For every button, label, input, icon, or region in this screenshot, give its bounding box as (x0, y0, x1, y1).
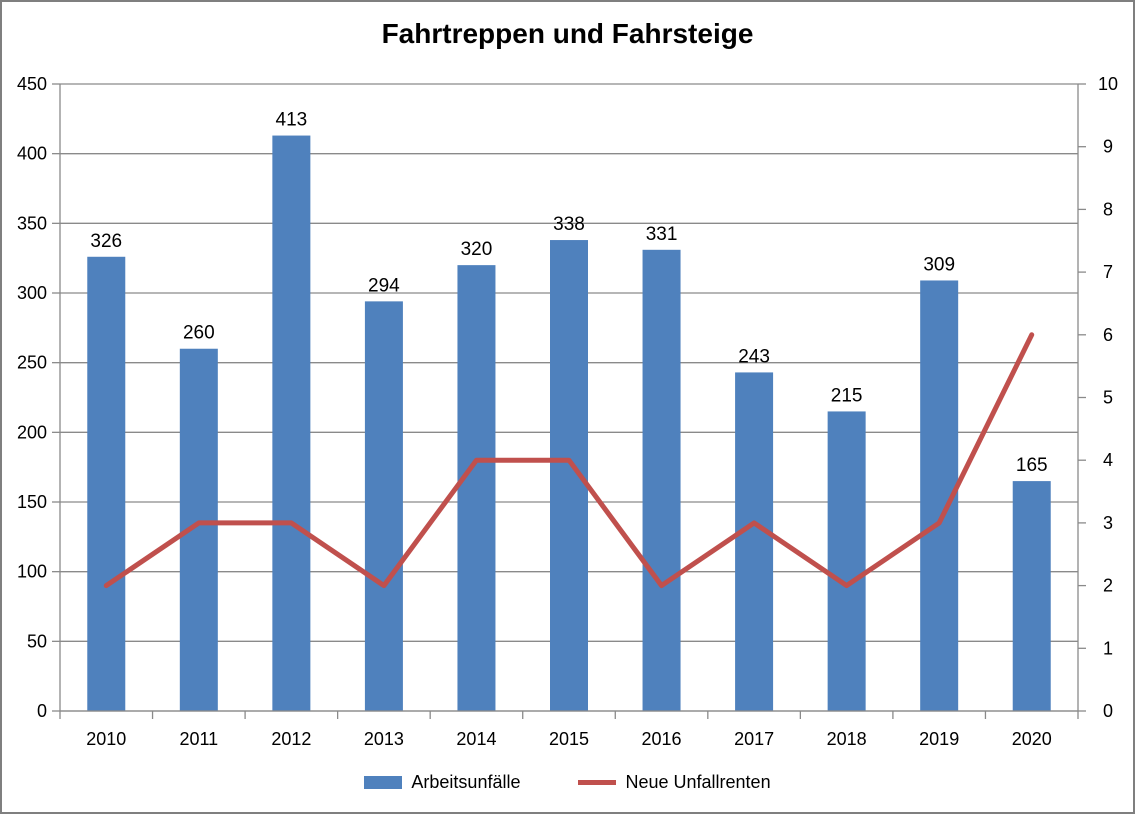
right-axis-label: 5 (1103, 388, 1113, 408)
right-axis-label: 9 (1103, 137, 1113, 157)
bar-2018 (827, 411, 866, 711)
legend-item-bars: Arbeitsunfälle (364, 772, 520, 793)
x-axis-label-2019: 2019 (919, 729, 959, 749)
bar-label-2013: 294 (368, 275, 400, 296)
left-axis-label: 350 (17, 213, 47, 233)
right-axis-label: 4 (1103, 450, 1113, 470)
bar-2016 (642, 249, 681, 711)
bar-2020 (1012, 481, 1051, 711)
x-axis-label-2020: 2020 (1012, 729, 1052, 749)
bar-2014 (457, 265, 496, 711)
x-axis-label-2012: 2012 (271, 729, 311, 749)
line-series-label: Neue Unfallrenten (625, 772, 771, 792)
bar-label-2019: 309 (923, 254, 955, 275)
bar-series-label: Arbeitsunfälle (411, 772, 521, 792)
left-axis-label: 250 (17, 353, 47, 373)
right-axis-label: 8 (1103, 199, 1113, 219)
left-axis-label: 400 (17, 144, 47, 164)
x-axis-label-2018: 2018 (827, 729, 867, 749)
bar-series-swatch (364, 776, 403, 789)
legend-item-line: Neue Unfallrenten (578, 772, 771, 793)
line-series (103, 332, 1035, 589)
left-axis-label: 50 (27, 631, 47, 651)
bar-label-2016: 331 (646, 224, 678, 245)
chart-title: Fahrtreppen und Fahrsteige (381, 18, 754, 49)
left-axis-label: 200 (17, 422, 47, 442)
left-axis-label: 300 (17, 283, 47, 303)
right-axis-label: 10 (1098, 74, 1118, 94)
x-axis-label-2015: 2015 (549, 729, 589, 749)
right-axis-label: 0 (1103, 701, 1113, 721)
x-axis-label-2010: 2010 (86, 729, 126, 749)
bar-label-2011: 260 (183, 323, 215, 344)
bar-2010 (87, 256, 126, 711)
x-axis-label-2016: 2016 (642, 729, 682, 749)
x-axis-label-2013: 2013 (364, 729, 404, 749)
right-axis-label: 7 (1103, 262, 1113, 282)
right-axis-label: 6 (1103, 325, 1113, 345)
left-axis-label: 100 (17, 562, 47, 582)
bar-2017 (735, 372, 774, 711)
bar-label-2010: 326 (90, 231, 122, 252)
x-axis-label-2017: 2017 (734, 729, 774, 749)
left-axis-label: 150 (17, 492, 47, 512)
line-series-swatch (578, 780, 617, 785)
bar-label-2012: 413 (276, 110, 308, 131)
bar-label-2017: 243 (738, 346, 770, 367)
right-axis-label: 2 (1103, 576, 1113, 596)
x-axis-label-2011: 2011 (179, 729, 218, 749)
right-axis-label: 3 (1103, 513, 1113, 533)
bar-label-2015: 338 (553, 214, 585, 235)
bar-label-2020: 165 (1016, 455, 1048, 476)
right-axis-label: 1 (1103, 638, 1113, 658)
left-axis-label: 0 (37, 701, 47, 721)
bar-2012 (272, 135, 311, 711)
left-axis-label: 450 (17, 74, 47, 94)
bar-2013 (364, 301, 403, 711)
bar-label-2018: 215 (831, 385, 863, 406)
x-axis-label-2014: 2014 (456, 729, 496, 749)
bar-label-2014: 320 (461, 239, 493, 260)
legend: Arbeitsunfälle Neue Unfallrenten (2, 772, 1133, 793)
